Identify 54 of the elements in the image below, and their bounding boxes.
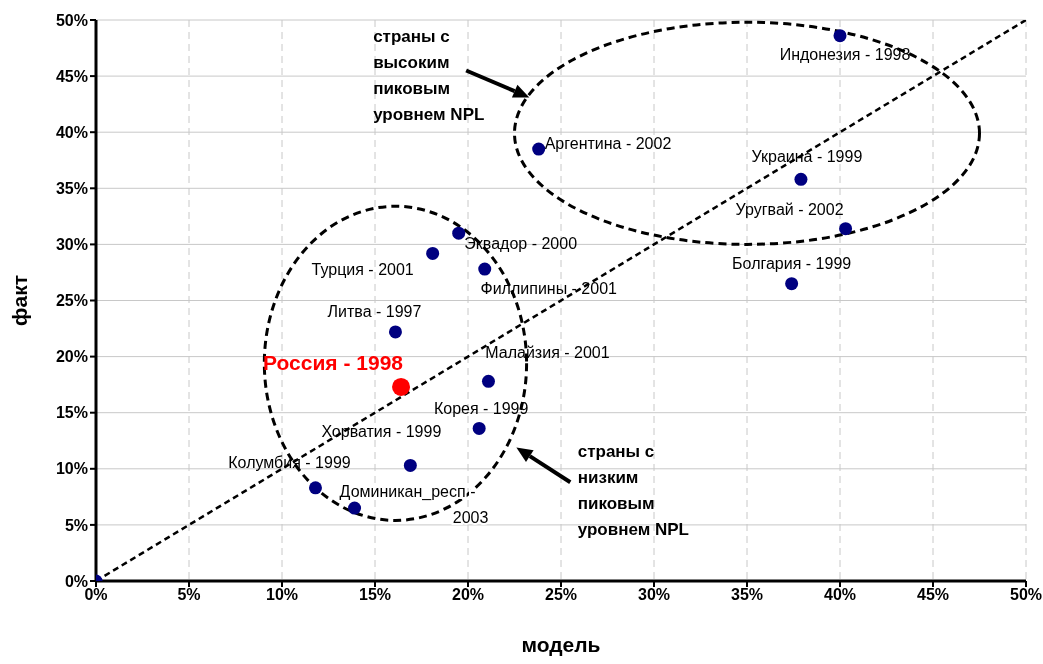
point [452, 226, 466, 240]
point [308, 481, 322, 495]
point [388, 325, 402, 339]
x-tick-label: 15% [358, 586, 392, 604]
y-tick-label: 40% [55, 123, 88, 141]
point [403, 458, 417, 472]
x-tick-label: 20% [451, 586, 485, 604]
y-axis-title: факт [8, 275, 32, 326]
series-label: Эквадор - 2000 [464, 235, 578, 253]
point [348, 501, 362, 515]
series-label: Уругвай - 2002 [735, 200, 844, 218]
point [481, 374, 495, 388]
series-label: Малайзия - 2001 [485, 344, 610, 362]
y-tick-label: 20% [55, 348, 88, 366]
y-tick-label: 45% [55, 67, 88, 85]
x-tick-label: 35% [730, 586, 764, 604]
series-label: Колумбия - 1999 [228, 454, 351, 472]
x-tick-label: 30% [637, 586, 671, 604]
text: Хорватия - 1999 [321, 423, 442, 441]
series-label: Литва - 1997 [327, 303, 422, 321]
point [426, 246, 440, 260]
series-label: Россия - 1998 [263, 350, 404, 374]
series-label: Индонезия - 1998 [779, 45, 911, 63]
point [839, 222, 853, 236]
series-label: Турция - 2001 [311, 261, 414, 279]
point [478, 262, 492, 276]
y-tick-label: 25% [55, 292, 88, 310]
x-tick-label: 5% [177, 586, 201, 604]
point [472, 421, 486, 435]
annotation: страны с высоким пиковым уровнем NPL [373, 27, 485, 125]
x-tick-label: 0% [84, 586, 108, 604]
series-label: Доминикан_респ - 2003 [339, 483, 489, 527]
x-tick-label: 45% [916, 586, 950, 604]
y-tick-label: 10% [55, 460, 88, 478]
point [785, 277, 799, 291]
series-label: Филлипины - 2001 [480, 280, 618, 298]
y-tick-label: 30% [55, 236, 88, 254]
y-tick-label: 15% [55, 404, 88, 422]
x-tick-label: 50% [1009, 586, 1043, 604]
y-tick-label: 5% [64, 516, 88, 534]
series-label: Болгария - 1999 [732, 254, 852, 272]
series-label: Украина - 1999 [751, 148, 863, 166]
point [392, 377, 411, 396]
x-axis-title: модель [521, 633, 601, 656]
point [532, 142, 546, 156]
y-tick-label: 50% [55, 11, 88, 29]
point [794, 172, 808, 186]
y-tick-label: 35% [55, 179, 88, 197]
point [833, 29, 847, 43]
series-label: Аргентина - 2002 [544, 135, 672, 153]
annotation: страны с низким пиковым уровнем NPL [577, 442, 689, 540]
x-tick-label: 25% [544, 586, 578, 604]
x-tick-label: 40% [823, 586, 857, 604]
x-tick-label: 10% [265, 586, 299, 604]
